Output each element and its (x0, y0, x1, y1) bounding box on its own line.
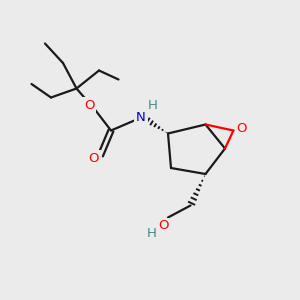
Text: O: O (237, 122, 247, 136)
Text: O: O (89, 152, 99, 165)
Text: H: H (147, 226, 156, 240)
Text: N: N (136, 111, 146, 124)
Text: O: O (84, 99, 95, 112)
Text: O: O (158, 219, 169, 232)
Text: H: H (148, 99, 158, 112)
